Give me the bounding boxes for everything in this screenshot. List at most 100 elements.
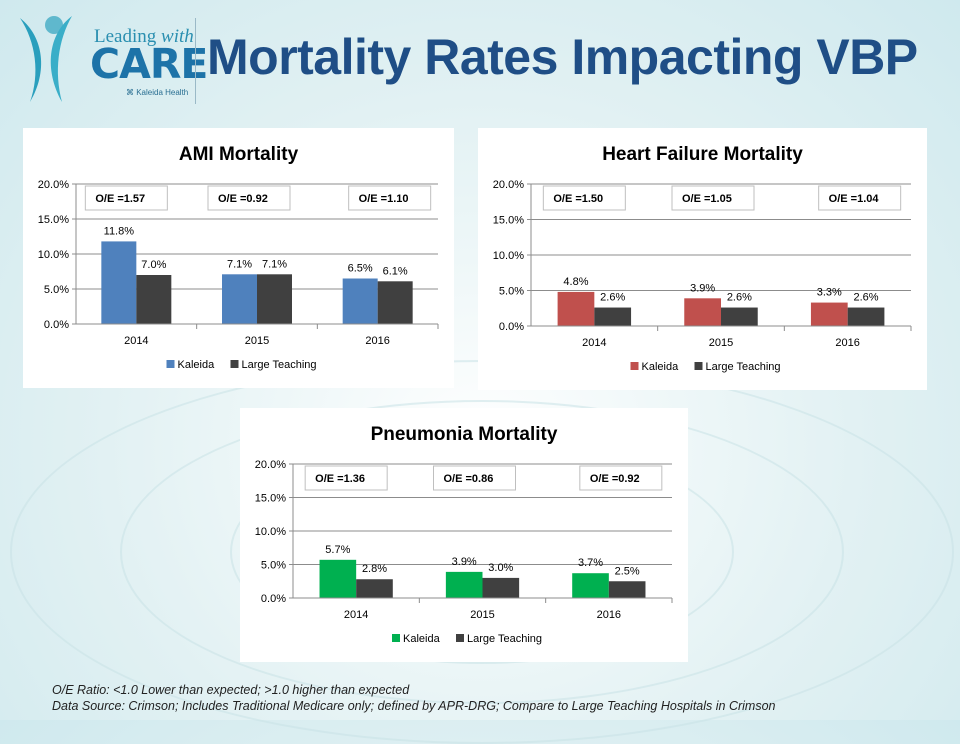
pneumonia-mortality-chart: Pneumonia Mortality 0.0% 5.0% 10.0% 15.0% 20.… xyxy=(240,408,688,662)
data-label: 5.7% xyxy=(325,544,350,556)
oe-ratio-label: O/E =1.57 xyxy=(95,193,145,205)
x-tick-label: 2016 xyxy=(365,335,389,347)
legend-label-large-teaching: Large Teaching xyxy=(706,361,781,373)
bar-kaleida xyxy=(684,298,721,326)
data-label: 7.0% xyxy=(141,259,166,271)
bar-kaleida xyxy=(101,241,137,324)
oe-ratio-label: O/E =1.10 xyxy=(359,193,409,205)
oe-ratio-label: O/E =1.04 xyxy=(829,193,880,205)
bar-kaleida xyxy=(319,559,357,598)
data-label: 2.6% xyxy=(853,292,878,304)
header-divider xyxy=(195,18,196,104)
bar-kaleida xyxy=(557,291,595,326)
x-tick-label: 2015 xyxy=(709,337,733,349)
figure-person-icon xyxy=(20,16,72,102)
ami-mortality-chart: AMI Mortality 0.0% 5.0% 10.0% 15.0% 20.0% 2014… xyxy=(23,128,454,388)
x-tick-label: 2014 xyxy=(582,337,606,349)
heart-failure-mortality-chart: Heart Failure Mortality 0.0% 5.0% 10.0% 15.0… xyxy=(478,128,927,390)
leading-with-care-logo: Leading with CARE ⌘ Kaleida Health xyxy=(14,12,208,104)
x-tick-label: 2016 xyxy=(597,609,621,621)
legend-swatch-large-teaching xyxy=(694,362,703,370)
data-label: 6.5% xyxy=(348,263,373,275)
oe-ratio-label: O/E =0.92 xyxy=(218,193,268,205)
data-label: 3.0% xyxy=(488,562,513,574)
page-title: Mortality Rates Impacting VBP xyxy=(207,29,918,85)
x-tick-label: 2015 xyxy=(245,335,269,347)
bar-kaleida xyxy=(572,573,609,598)
y-tick-label: 15.0% xyxy=(493,215,524,227)
y-tick-label: 15.0% xyxy=(38,214,69,226)
y-tick-label: 0.0% xyxy=(499,321,524,333)
data-label: 3.7% xyxy=(578,557,603,569)
data-label: 11.8% xyxy=(104,225,135,237)
data-label: 3.9% xyxy=(452,556,477,568)
y-tick-label: 10.0% xyxy=(255,526,286,538)
oe-ratio-label: O/E =1.36 xyxy=(315,473,365,485)
chart-title: Pneumonia Mortality xyxy=(371,424,558,445)
data-label: 2.8% xyxy=(362,563,387,575)
bar-large-teaching xyxy=(847,307,885,326)
legend-label-kaleida: Kaleida xyxy=(642,361,680,373)
oe-ratio-box xyxy=(348,185,432,211)
x-tick-label: 2014 xyxy=(124,335,148,347)
y-tick-label: 10.0% xyxy=(493,250,524,262)
x-tick-label: 2015 xyxy=(470,609,494,621)
oe-ratio-box xyxy=(542,185,626,211)
legend-label-large-teaching: Large Teaching xyxy=(467,633,542,645)
data-label: 6.1% xyxy=(383,265,408,277)
oe-ratio-box xyxy=(433,465,516,491)
bar-kaleida xyxy=(810,302,848,326)
x-tick-label: 2016 xyxy=(835,337,859,349)
y-tick-label: 15.0% xyxy=(255,493,286,505)
legend-label-kaleida: Kaleida xyxy=(403,633,441,645)
y-tick-label: 20.0% xyxy=(493,179,524,191)
legend-label-large-teaching: Large Teaching xyxy=(242,359,317,371)
legend-swatch-large-teaching xyxy=(230,360,239,368)
bar-kaleida xyxy=(342,278,378,324)
oe-ratio-box xyxy=(579,465,663,491)
data-label: 3.3% xyxy=(817,287,842,299)
logo-leading-with: Leading with xyxy=(94,26,194,47)
legend-swatch-kaleida xyxy=(166,360,175,368)
oe-ratio-label: O/E =0.92 xyxy=(590,473,640,485)
data-source-footnote: Data Source: Crimson; Includes Tradition… xyxy=(52,699,776,713)
y-tick-label: 5.0% xyxy=(261,560,286,572)
bar-large-teaching xyxy=(608,581,646,598)
bar-large-teaching xyxy=(594,307,632,326)
logo-kaleida-health: ⌘ Kaleida Health xyxy=(126,88,189,97)
y-tick-label: 20.0% xyxy=(255,459,286,471)
oe-ratio-box xyxy=(818,185,902,211)
chart-title: Heart Failure Mortality xyxy=(602,144,803,165)
y-tick-label: 20.0% xyxy=(38,179,69,191)
y-tick-label: 0.0% xyxy=(44,319,69,331)
logo-care: CARE xyxy=(90,40,208,88)
data-label: 3.9% xyxy=(690,282,715,294)
oe-ratio-label: O/E =1.05 xyxy=(682,193,732,205)
oe-ratio-label: O/E =1.50 xyxy=(553,193,603,205)
x-tick-label: 2014 xyxy=(344,609,368,621)
y-tick-label: 10.0% xyxy=(38,249,69,261)
data-label: 2.6% xyxy=(600,292,625,304)
bar-large-teaching xyxy=(721,307,758,326)
legend-swatch-kaleida xyxy=(630,362,639,370)
oe-ratio-box xyxy=(304,465,388,491)
slide-header: Leading with CARE ⌘ Kaleida Health Morta… xyxy=(0,0,960,112)
data-label: 7.1% xyxy=(227,258,252,270)
bar-large-teaching xyxy=(482,577,520,598)
oe-ratio-box xyxy=(84,185,168,211)
data-label: 4.8% xyxy=(563,276,588,288)
data-label: 2.6% xyxy=(727,292,752,304)
data-label: 2.5% xyxy=(615,565,640,577)
bar-large-teaching xyxy=(356,579,393,598)
y-tick-label: 5.0% xyxy=(44,284,69,296)
bar-kaleida xyxy=(445,571,483,598)
data-label: 7.1% xyxy=(262,258,287,270)
oe-ratio-box xyxy=(671,185,755,211)
oe-ratio-label: O/E =0.86 xyxy=(444,473,494,485)
bar-large-teaching xyxy=(257,274,292,324)
bar-large-teaching xyxy=(377,281,413,324)
chart-title: AMI Mortality xyxy=(179,144,299,165)
oe-ratio-footnote: O/E Ratio: <1.0 Lower than expected; >1.… xyxy=(52,683,410,697)
y-tick-label: 5.0% xyxy=(499,286,524,298)
oe-ratio-box xyxy=(207,185,291,211)
